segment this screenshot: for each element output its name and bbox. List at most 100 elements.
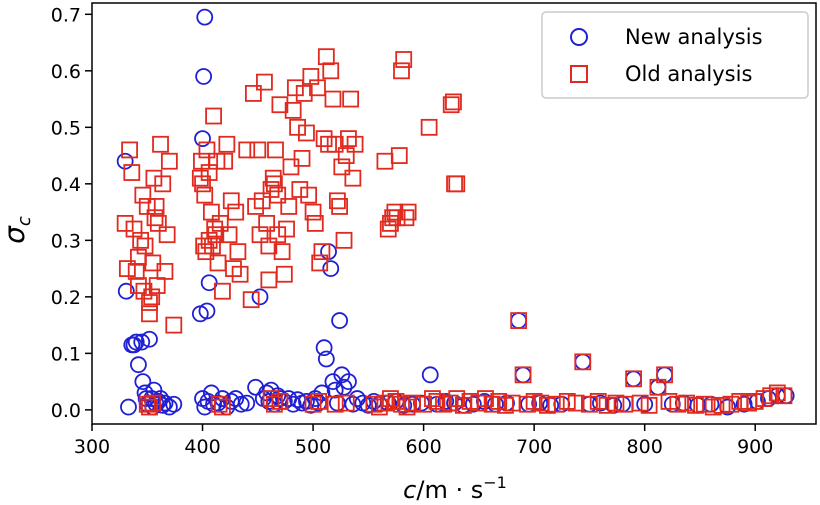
new-analysis-point	[117, 282, 135, 300]
old-analysis-point	[687, 396, 704, 414]
new-analysis-point	[214, 390, 231, 407]
old-analysis-point	[238, 141, 256, 159]
old-analysis-point	[242, 291, 260, 309]
old-analysis-point	[256, 73, 273, 91]
old-analysis-point	[298, 124, 315, 142]
new-analysis-point	[200, 274, 218, 292]
old-analysis-point	[158, 226, 176, 244]
old-analysis-point	[265, 175, 283, 193]
old-analysis-point	[306, 214, 324, 232]
y-tick-label: 0.5	[51, 117, 81, 139]
old-analysis-point	[393, 62, 410, 80]
old-analysis-point	[260, 271, 278, 289]
old-analysis-point	[269, 186, 287, 204]
old-analysis-point	[415, 395, 433, 413]
plot-frame	[91, 2, 817, 425]
old-analysis-point	[231, 265, 249, 283]
old-analysis-point	[138, 395, 156, 413]
new-analysis-point	[510, 312, 528, 329]
old-analysis-point	[660, 392, 678, 410]
old-analysis-point	[395, 51, 413, 68]
old-analysis-point	[567, 394, 585, 412]
old-analysis-point	[249, 141, 267, 159]
legend-square-marker	[570, 65, 588, 83]
old-analysis-point	[386, 203, 404, 221]
old-analysis-point	[324, 90, 342, 108]
x-tick-label: 700	[516, 436, 552, 458]
y-tick-label: 0.3	[51, 230, 81, 252]
new-analysis-point	[315, 339, 333, 357]
old-analysis-point	[269, 226, 287, 244]
new-analysis-point	[194, 130, 211, 148]
y-axis-label: σc	[0, 216, 35, 244]
old-analysis-point	[558, 392, 576, 410]
new-analysis-point	[625, 370, 643, 388]
new-analysis-point	[232, 395, 250, 413]
old-analysis-point	[317, 48, 335, 66]
old-analysis-series	[116, 48, 793, 416]
x-tick-label: 800	[627, 436, 663, 458]
old-analysis-point	[448, 175, 466, 193]
old-analysis-point	[198, 141, 216, 159]
old-analysis-point	[280, 198, 298, 215]
old-analysis-point	[442, 96, 460, 114]
old-analysis-point	[574, 353, 592, 371]
old-analysis-point	[141, 398, 158, 416]
old-analysis-point	[152, 135, 169, 153]
legend-label-old: Old analysis	[625, 62, 752, 86]
old-analysis-point	[165, 316, 183, 334]
old-analysis-point	[147, 198, 165, 215]
old-analysis-point	[331, 198, 348, 215]
y-tick-label: 0.1	[51, 343, 81, 365]
x-tick-label: 400	[184, 436, 220, 458]
new-analysis-point	[130, 356, 147, 374]
y-tick-label: 0.6	[51, 61, 81, 83]
x-axis: 300 400 500 600 700 800 900	[74, 424, 773, 458]
old-analysis-point	[346, 135, 364, 153]
old-analysis-point	[141, 305, 158, 323]
new-analysis-point	[160, 398, 178, 416]
old-analysis-point	[678, 394, 696, 412]
y-tick-label: 0.4	[51, 174, 81, 196]
old-analysis-point	[322, 62, 340, 80]
new-analysis-point	[133, 333, 151, 351]
old-analysis-point	[398, 398, 416, 416]
old-analysis-point	[775, 387, 793, 405]
old-analysis-point	[295, 85, 313, 102]
old-analysis-point	[640, 396, 658, 414]
new-analysis-point	[165, 395, 183, 413]
old-analysis-point	[214, 282, 231, 300]
old-analysis-point	[304, 203, 322, 221]
old-analysis-point	[304, 395, 322, 413]
old-analysis-point	[328, 192, 346, 210]
old-analysis-point	[510, 312, 528, 329]
old-analysis-point	[291, 181, 309, 198]
new-analysis-point	[196, 8, 214, 26]
old-analysis-point	[289, 118, 306, 136]
old-analysis-point	[121, 141, 138, 159]
new-analysis-point	[134, 373, 152, 391]
new-analysis-point	[322, 260, 340, 277]
old-analysis-point	[196, 186, 214, 204]
old-analysis-point	[589, 392, 607, 410]
old-analysis-point	[130, 277, 147, 294]
old-analysis-point	[344, 169, 362, 187]
new-analysis-point	[574, 353, 592, 371]
new-analysis-point	[238, 394, 256, 412]
old-analysis-point	[141, 294, 158, 311]
x-tick-label: 300	[74, 436, 110, 458]
old-analysis-point	[424, 390, 441, 407]
old-analysis-point	[273, 243, 291, 261]
old-analysis-point	[206, 220, 224, 238]
old-analysis-point	[282, 158, 300, 176]
old-analysis-point	[214, 398, 231, 416]
old-analysis-point	[388, 209, 406, 227]
old-analysis-point	[713, 396, 731, 414]
new-analysis-point	[313, 384, 331, 402]
old-analysis-point	[337, 147, 355, 164]
old-analysis-point	[382, 390, 399, 407]
old-analysis-point	[365, 395, 383, 413]
old-analysis-point	[271, 392, 289, 410]
old-analysis-point	[310, 392, 327, 410]
old-analysis-point	[326, 135, 344, 153]
